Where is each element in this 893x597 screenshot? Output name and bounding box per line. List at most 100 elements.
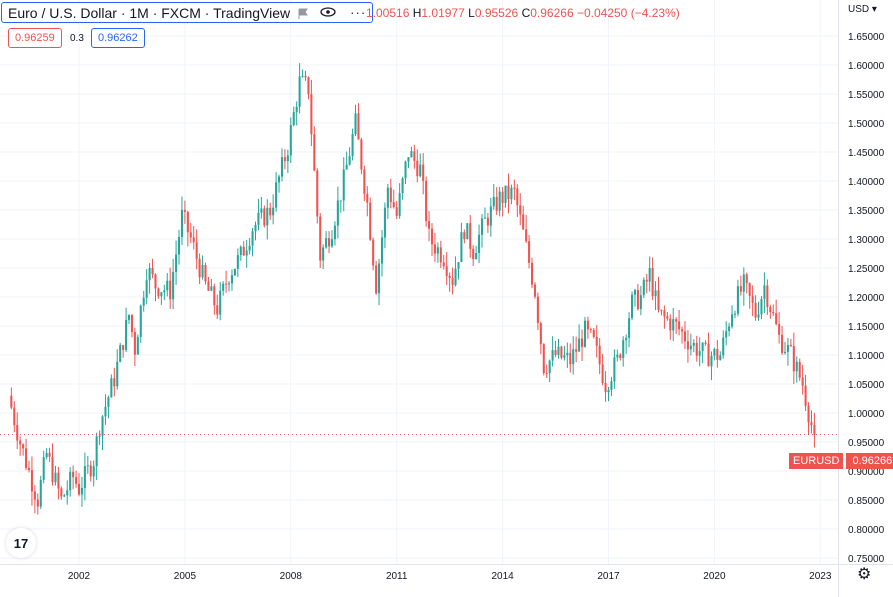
candle-body xyxy=(192,237,195,243)
candle-body xyxy=(625,337,628,341)
candle-body xyxy=(348,156,351,165)
candle-body xyxy=(336,200,339,226)
candle-body xyxy=(148,268,151,281)
last-price-value: 0.96266 xyxy=(846,453,893,469)
symbol-legend[interactable]: Euro / U.S. Dollar · 1M · FXCM · Trading… xyxy=(1,2,374,23)
candle-body xyxy=(57,472,60,489)
candle-body xyxy=(89,465,92,477)
last-price-tag: EURUSD 0.96266 xyxy=(789,453,893,469)
candle-body xyxy=(622,340,625,359)
candle-body xyxy=(792,346,795,372)
candle-body xyxy=(295,106,298,113)
spread-value: 0.3 xyxy=(70,33,84,44)
candle-body xyxy=(525,229,528,242)
candle-body xyxy=(492,196,495,207)
candle-body xyxy=(783,351,787,353)
candle-body xyxy=(60,488,63,497)
candle-body xyxy=(142,297,145,306)
candle-body xyxy=(801,377,804,386)
y-tick-label: 1.60000 xyxy=(848,61,885,72)
candle-body xyxy=(298,76,301,107)
candle-body xyxy=(369,202,372,240)
candle-body xyxy=(172,272,175,300)
candle-body xyxy=(498,191,501,211)
candle-body xyxy=(16,424,19,441)
candle-body xyxy=(351,134,354,157)
candle-body xyxy=(189,232,192,238)
candle-body xyxy=(119,345,122,362)
candle-body xyxy=(425,180,428,222)
candle-body xyxy=(569,352,572,365)
candle-body xyxy=(436,247,439,254)
candle-body xyxy=(607,389,610,393)
candle-body xyxy=(233,268,236,276)
candle-body xyxy=(363,169,366,194)
candle-body xyxy=(519,205,522,215)
y-tick-label: 1.05000 xyxy=(848,380,885,391)
candle-body xyxy=(566,352,569,356)
candle-body xyxy=(183,209,186,212)
candle-body xyxy=(551,350,554,361)
high-value: 1.01977 xyxy=(421,6,465,20)
tradingview-logo[interactable]: 17 xyxy=(6,528,36,558)
candle-body xyxy=(366,193,369,203)
candle-body xyxy=(198,258,201,278)
candle-body xyxy=(286,155,289,162)
candle-body xyxy=(72,471,75,478)
candle-body xyxy=(763,285,766,299)
candle-body xyxy=(563,355,566,358)
sell-button[interactable]: 0.96259 xyxy=(8,28,62,48)
y-tick-label: 1.45000 xyxy=(848,148,885,159)
candle-body xyxy=(766,285,769,308)
candle-body xyxy=(27,467,31,470)
candle-body xyxy=(419,164,422,177)
candle-body xyxy=(127,315,131,320)
candle-body xyxy=(557,346,560,355)
y-tick-label: 1.20000 xyxy=(848,293,885,304)
candle-body xyxy=(672,319,675,331)
x-tick-label: 2002 xyxy=(68,571,91,582)
flag-icon[interactable] xyxy=(298,7,309,19)
low-value: 0.95526 xyxy=(474,6,519,20)
candle-body xyxy=(239,246,242,256)
x-tick-label: 2023 xyxy=(809,571,832,582)
candle-body xyxy=(778,324,781,335)
candle-body xyxy=(313,134,316,171)
candle-body xyxy=(166,280,169,291)
currency-selector[interactable]: USD ▾ xyxy=(848,4,877,15)
candle-body xyxy=(733,313,737,315)
candle-body xyxy=(642,279,645,296)
candle-body xyxy=(725,331,728,338)
candle-body xyxy=(430,228,434,245)
y-tick-label: 1.55000 xyxy=(848,90,885,101)
candle-body xyxy=(631,294,634,319)
candle-body xyxy=(360,139,363,170)
gear-icon[interactable]: ⚙ xyxy=(857,566,872,583)
candle-body xyxy=(33,491,36,500)
currency-label: USD xyxy=(848,4,870,15)
candle-body xyxy=(648,267,651,282)
candle-body xyxy=(428,221,431,229)
y-tick-label: 1.50000 xyxy=(848,119,885,130)
buy-button[interactable]: 0.96262 xyxy=(91,28,145,48)
candle-body xyxy=(354,113,357,135)
candle-body xyxy=(633,289,637,295)
more-options-icon[interactable]: ··· xyxy=(350,5,367,20)
candle-body xyxy=(51,456,54,483)
candle-body xyxy=(283,157,286,162)
candle-body xyxy=(545,373,548,375)
candle-body xyxy=(30,469,33,492)
candle-body xyxy=(219,290,222,315)
candle-body xyxy=(42,457,45,480)
eye-icon[interactable] xyxy=(320,5,336,20)
candle-body xyxy=(95,436,98,467)
candle-body xyxy=(616,354,619,358)
candle-body xyxy=(610,381,613,390)
candle-body xyxy=(510,187,513,200)
candle-body xyxy=(757,314,760,318)
candle-body xyxy=(154,274,157,289)
candle-body xyxy=(333,225,336,240)
candle-body xyxy=(636,289,639,310)
